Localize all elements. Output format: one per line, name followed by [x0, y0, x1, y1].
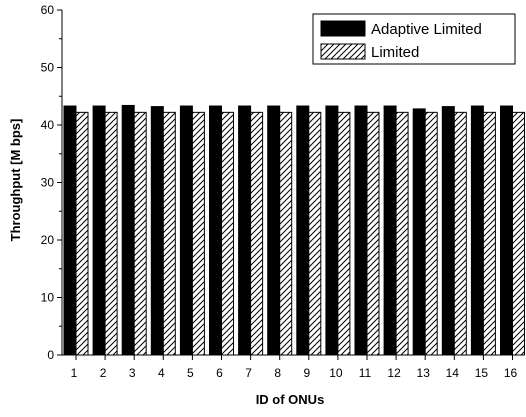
legend-swatch-limited — [320, 43, 366, 60]
bars-layer — [63, 104, 525, 356]
bar-adaptive-limited-13 — [412, 108, 426, 356]
bar-adaptive-limited-6 — [209, 105, 222, 356]
bar-adaptive-limited-8 — [267, 105, 281, 356]
bar-adaptive-limited-3 — [121, 104, 135, 356]
bar-limited-15 — [482, 111, 496, 356]
bar-adaptive-limited-10 — [325, 105, 339, 356]
bar-adaptive-limited-11 — [354, 105, 368, 356]
y-tick-label: 60 — [41, 3, 55, 17]
bar-limited-3 — [133, 111, 147, 356]
x-tick-label: 13 — [417, 366, 431, 380]
bar-adaptive-limited-5 — [179, 105, 193, 356]
legend-label: Limited — [371, 44, 419, 61]
bar-adaptive-limited-1 — [63, 105, 77, 356]
bar-adaptive-limited-2 — [92, 105, 106, 356]
bar-limited-14 — [453, 111, 467, 356]
x-axis-title: ID of ONUs — [256, 392, 325, 407]
legend: Adaptive Limited Limited — [312, 13, 516, 65]
bar-limited-1 — [75, 111, 89, 356]
x-tick-label: 4 — [158, 366, 165, 380]
legend-label: Adaptive Limited — [371, 21, 482, 38]
bar-limited-8 — [279, 111, 293, 356]
x-tick-label: 6 — [216, 366, 223, 380]
x-tick-label: 5 — [187, 366, 194, 380]
y-tick-label: 40 — [41, 118, 55, 132]
y-tick-label: 20 — [41, 233, 55, 247]
x-tick-label: 9 — [303, 366, 310, 380]
x-tick-label: 10 — [329, 366, 343, 380]
bar-adaptive-limited-14 — [441, 106, 455, 356]
y-tick-label: 30 — [41, 176, 55, 190]
bar-limited-10 — [337, 111, 351, 356]
bar-limited-11 — [366, 111, 380, 356]
bar-adaptive-limited-15 — [470, 105, 484, 356]
bar-adaptive-limited-16 — [500, 105, 513, 356]
y-tick-label: 10 — [41, 291, 55, 305]
bar-adaptive-limited-4 — [150, 106, 164, 356]
bar-limited-4 — [162, 111, 176, 356]
bar-limited-9 — [308, 111, 322, 356]
x-tick-label: 12 — [387, 366, 401, 380]
bar-limited-6 — [221, 111, 234, 356]
y-tick-label: 0 — [47, 348, 54, 362]
legend-swatch-adaptive-limited — [320, 20, 366, 37]
bar-adaptive-limited-12 — [383, 105, 397, 356]
x-tick-label: 16 — [504, 366, 518, 380]
x-tick-label: 7 — [245, 366, 252, 380]
bar-adaptive-limited-9 — [296, 105, 310, 356]
bar-limited-7 — [250, 111, 264, 356]
x-tick-label: 15 — [475, 366, 489, 380]
x-tick-label: 14 — [446, 366, 460, 380]
x-tick-label: 11 — [359, 366, 372, 380]
y-tick-label: 50 — [41, 61, 55, 75]
x-tick-label: 2 — [100, 366, 107, 380]
y-axis-title: Throughput [M bps] — [8, 119, 23, 242]
bar-limited-5 — [191, 111, 205, 356]
bar-limited-13 — [424, 111, 438, 356]
bar-adaptive-limited-7 — [238, 105, 252, 356]
bar-limited-2 — [104, 111, 118, 356]
x-tick-label: 3 — [129, 366, 136, 380]
bar-limited-12 — [395, 111, 409, 356]
x-tick-label: 8 — [274, 366, 281, 380]
bar-limited-16 — [512, 111, 525, 356]
x-tick-label: 1 — [71, 366, 78, 380]
